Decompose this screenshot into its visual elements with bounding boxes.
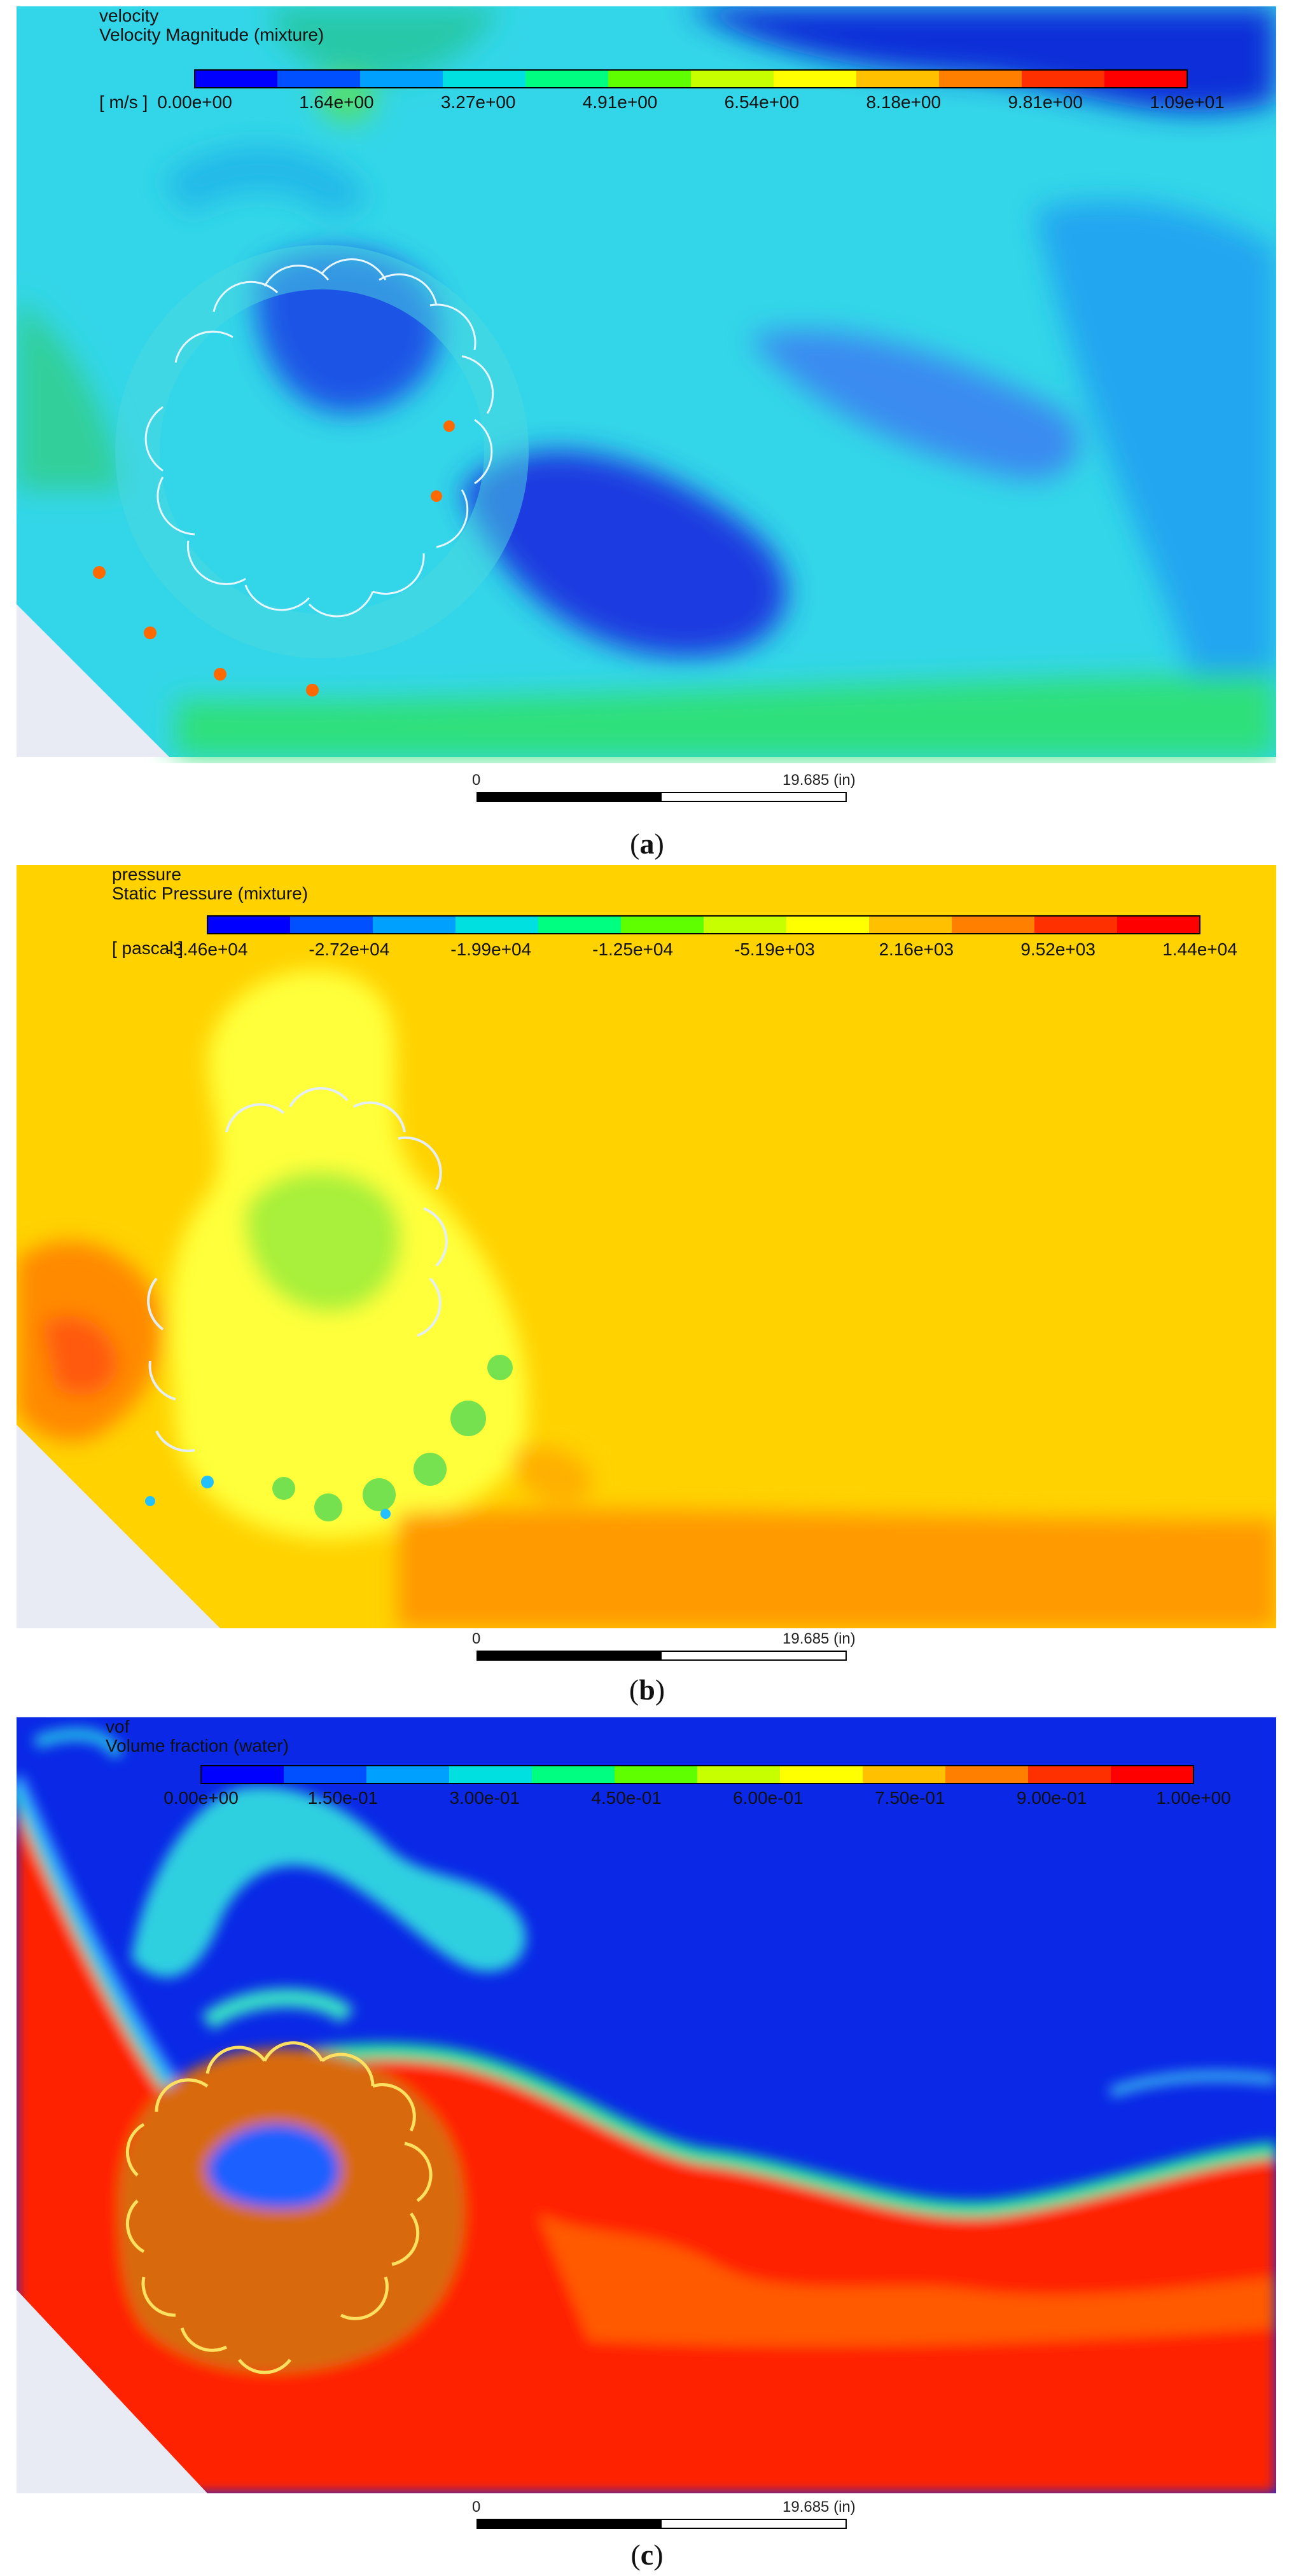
colorbar-segment [277, 70, 361, 88]
scale-bar: 0 19.685 (in) [472, 772, 856, 802]
volume-fraction-contour-plot: vof Volume fraction (water) 0.00e+00 1.50… [17, 1717, 1276, 2493]
legend-unit: [ m/s ] [99, 92, 148, 112]
colorbar-segment [449, 1766, 532, 1783]
colorbar-tick-label: 4.50e-01 [591, 1788, 662, 1808]
scale-zero: 0 [472, 772, 480, 789]
colorbar-segment [1022, 70, 1105, 88]
colorbar-segment [863, 1766, 946, 1783]
colorbar-tick-label: 2.16e+03 [879, 939, 954, 959]
colorbar-segment [1104, 70, 1188, 88]
colorbar-segment [856, 70, 940, 88]
rotor-blades-c [125, 2041, 433, 2374]
legend-variable: pressure [112, 865, 181, 884]
colorbar-segment [195, 70, 278, 88]
colorbar-segment [525, 70, 609, 88]
legend-quantity: Volume fraction (water) [106, 1736, 289, 1755]
colorbar-segment [360, 70, 443, 88]
scale-length: 19.685 (in) [783, 2498, 856, 2516]
colorbar-tick-label: 9.00e-01 [1017, 1788, 1087, 1808]
colorbar-tick-label: -5.19e+03 [734, 939, 815, 959]
colorbar-tick-label: 1.44e+04 [1162, 939, 1237, 959]
colorbar-segment [456, 916, 539, 934]
colorbar-segment [780, 1766, 863, 1783]
scale-bar: 0 19.685 (in) [472, 1630, 856, 1661]
colorbar-tick-label: 0.00e+00 [163, 1788, 239, 1808]
caption-c: (c) [630, 2538, 664, 2571]
colorbar-tick-label: 3.27e+00 [441, 92, 516, 112]
colorbar-segment [201, 1766, 284, 1783]
scale-bar: 0 19.685 (in) [472, 2498, 856, 2529]
colorbar-segment [532, 1766, 615, 1783]
colorbar [207, 915, 1200, 934]
colorbar-tick-label: 9.52e+03 [1020, 939, 1096, 959]
colorbar-segment [608, 70, 692, 88]
colorbar-tick-label: 1.09e+01 [1150, 92, 1225, 112]
colorbar-tick-label: 1.64e+00 [299, 92, 374, 112]
colorbar-tick-label: 1.00e+00 [1156, 1788, 1231, 1808]
rotor-blades-b [147, 1087, 448, 1452]
colorbar-segment [952, 916, 1035, 934]
colorbar-segment [945, 1766, 1029, 1783]
colorbar-segment [1117, 916, 1200, 934]
scale-zero: 0 [472, 1630, 480, 1647]
colorbar-tick-label: 3.00e-01 [449, 1788, 520, 1808]
caption-a: (a) [630, 828, 664, 860]
legend-quantity: Static Pressure (mixture) [112, 883, 308, 903]
colorbar-segment [443, 70, 526, 88]
colorbar-tick-label: -1.99e+04 [450, 939, 531, 959]
colorbar-segment [697, 1766, 781, 1783]
colorbar-segment [1111, 1766, 1194, 1783]
colorbar-tick-label: -1.25e+04 [592, 939, 673, 959]
colorbar-segment [869, 916, 952, 934]
colorbar-segment [284, 1766, 367, 1783]
colorbar-segment [1034, 916, 1118, 934]
velocity-contour-plot: velocity Velocity Magnitude (mixture) [ … [17, 6, 1276, 758]
colorbar-tick-label: 8.18e+00 [866, 92, 941, 112]
legend-variable: vof [106, 1717, 130, 1736]
colorbar-tick-label: 0.00e+00 [157, 92, 232, 112]
colorbar [194, 69, 1188, 88]
colorbar-tick-label: -2.72e+04 [309, 939, 389, 959]
colorbar-segment [939, 70, 1022, 88]
colorbar-border [200, 1765, 1194, 1784]
colorbar-border [194, 69, 1188, 88]
colorbar-segment [704, 916, 787, 934]
colorbar-segment [786, 916, 870, 934]
colorbar-tick-label: 7.50e-01 [875, 1788, 945, 1808]
colorbar-tick-label: -3.46e+04 [167, 939, 248, 959]
colorbar-tick-label: 4.91e+00 [583, 92, 658, 112]
colorbar-segment [373, 916, 456, 934]
colorbar-segment [366, 1766, 450, 1783]
colorbar-border [207, 915, 1200, 934]
scale-length: 19.685 (in) [783, 772, 856, 789]
legend-quantity: Velocity Magnitude (mixture) [99, 25, 324, 45]
scale-length: 19.685 (in) [783, 1630, 856, 1647]
colorbar-segment [290, 916, 373, 934]
colorbar-tick-label: 1.50e-01 [308, 1788, 379, 1808]
colorbar-segment [207, 916, 291, 934]
pressure-contour-plot: pressure Static Pressure (mixture) [ pas… [17, 865, 1276, 1628]
colorbar-segment [615, 1766, 698, 1783]
colorbar-segment [621, 916, 704, 934]
colorbar-tick-label: 6.00e-01 [733, 1788, 804, 1808]
colorbar-segment [691, 70, 774, 88]
colorbar-segment [538, 916, 622, 934]
colorbar-tick-label: 9.81e+00 [1008, 92, 1083, 112]
legend-variable: velocity [99, 6, 158, 25]
scale-zero: 0 [472, 2498, 480, 2516]
colorbar-segment [1028, 1766, 1111, 1783]
colorbar-segment [774, 70, 857, 88]
legend-unit: [ pascal ] [112, 938, 183, 958]
colorbar-tick-label: 6.54e+00 [725, 92, 800, 112]
rotor-blades [115, 245, 529, 658]
colorbar [200, 1765, 1194, 1784]
caption-b: (b) [629, 1673, 665, 1706]
